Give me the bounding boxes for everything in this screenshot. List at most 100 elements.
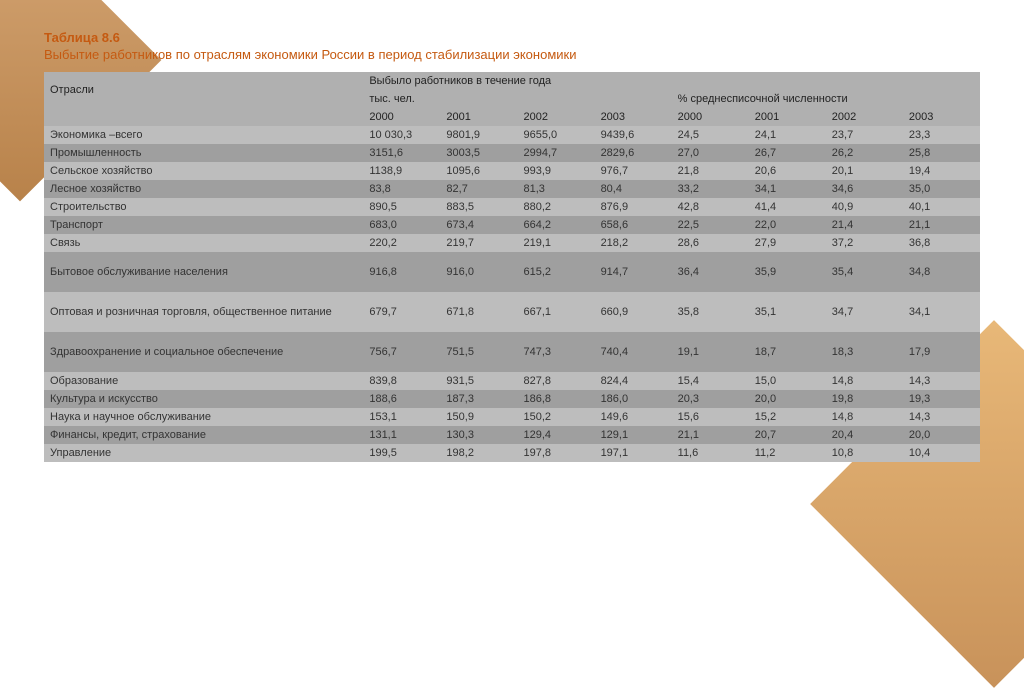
cell-value: 673,4 (440, 216, 517, 234)
cell-value: 20,0 (903, 426, 980, 444)
header-sector: Отрасли (44, 72, 363, 108)
cell-value: 129,1 (595, 426, 672, 444)
cell-value: 14,8 (826, 372, 903, 390)
title-block: Таблица 8.6 Выбытие работников по отрасл… (44, 30, 980, 62)
table-row: Культура и искусство188,6187,3186,8186,0… (44, 390, 980, 408)
cell-value: 827,8 (517, 372, 594, 390)
cell-value: 15,4 (672, 372, 749, 390)
cell-value: 219,1 (517, 234, 594, 252)
cell-value: 34,6 (826, 180, 903, 198)
cell-value: 219,7 (440, 234, 517, 252)
data-table: Отрасли Выбыло работников в течение года… (44, 72, 980, 462)
cell-value: 40,9 (826, 198, 903, 216)
cell-value: 740,4 (595, 332, 672, 372)
cell-value: 186,8 (517, 390, 594, 408)
cell-value: 916,0 (440, 252, 517, 292)
cell-value: 876,9 (595, 198, 672, 216)
cell-sector: Строительство (44, 198, 363, 216)
cell-sector: Оптовая и розничная торговля, общественн… (44, 292, 363, 332)
cell-value: 18,3 (826, 332, 903, 372)
cell-value: 153,1 (363, 408, 440, 426)
cell-value: 20,7 (749, 426, 826, 444)
table-body: Экономика –всего10 030,39801,99655,09439… (44, 126, 980, 462)
cell-value: 19,8 (826, 390, 903, 408)
cell-sector: Здравоохранение и социальное обеспечение (44, 332, 363, 372)
table-row: Здравоохранение и социальное обеспечение… (44, 332, 980, 372)
cell-value: 658,6 (595, 216, 672, 234)
cell-value: 931,5 (440, 372, 517, 390)
cell-value: 21,1 (672, 426, 749, 444)
cell-value: 40,1 (903, 198, 980, 216)
cell-value: 129,4 (517, 426, 594, 444)
cell-sector: Экономика –всего (44, 126, 363, 144)
cell-value: 19,3 (903, 390, 980, 408)
cell-sector: Финансы, кредит, страхование (44, 426, 363, 444)
cell-sector: Бытовое обслуживание населения (44, 252, 363, 292)
header-year: 2003 (903, 108, 980, 126)
table-number: Таблица 8.6 (44, 30, 980, 45)
cell-value: 23,7 (826, 126, 903, 144)
cell-value: 19,4 (903, 162, 980, 180)
cell-value: 198,2 (440, 444, 517, 462)
table-caption: Выбытие работников по отраслям экономики… (44, 47, 980, 62)
cell-value: 1095,6 (440, 162, 517, 180)
cell-value: 150,2 (517, 408, 594, 426)
cell-value: 23,3 (903, 126, 980, 144)
table-row: Промышленность3151,63003,52994,72829,627… (44, 144, 980, 162)
cell-value: 35,0 (903, 180, 980, 198)
cell-value: 27,9 (749, 234, 826, 252)
cell-value: 26,7 (749, 144, 826, 162)
cell-value: 130,3 (440, 426, 517, 444)
cell-value: 22,5 (672, 216, 749, 234)
header-year: 2000 (363, 108, 440, 126)
cell-value: 35,1 (749, 292, 826, 332)
cell-value: 27,0 (672, 144, 749, 162)
cell-sector: Связь (44, 234, 363, 252)
cell-value: 914,7 (595, 252, 672, 292)
slide-content: Таблица 8.6 Выбытие работников по отрасл… (0, 0, 1024, 462)
table-row: Связь220,2219,7219,1218,228,627,937,236,… (44, 234, 980, 252)
cell-value: 81,3 (517, 180, 594, 198)
cell-value: 34,7 (826, 292, 903, 332)
cell-value: 671,8 (440, 292, 517, 332)
cell-value: 890,5 (363, 198, 440, 216)
cell-value: 36,4 (672, 252, 749, 292)
header-group-thousands: тыс. чел. (363, 90, 671, 108)
cell-value: 615,2 (517, 252, 594, 292)
cell-value: 976,7 (595, 162, 672, 180)
table-row: Управление199,5198,2197,8197,111,611,210… (44, 444, 980, 462)
cell-value: 220,2 (363, 234, 440, 252)
cell-value: 25,8 (903, 144, 980, 162)
cell-value: 218,2 (595, 234, 672, 252)
cell-value: 2829,6 (595, 144, 672, 162)
table-row: Бытовое обслуживание населения916,8916,0… (44, 252, 980, 292)
cell-value: 186,0 (595, 390, 672, 408)
table-row: Оптовая и розничная торговля, общественн… (44, 292, 980, 332)
cell-value: 35,8 (672, 292, 749, 332)
cell-value: 26,2 (826, 144, 903, 162)
cell-value: 747,3 (517, 332, 594, 372)
cell-value: 15,2 (749, 408, 826, 426)
table-row: Наука и научное обслуживание153,1150,915… (44, 408, 980, 426)
cell-value: 683,0 (363, 216, 440, 234)
cell-sector: Промышленность (44, 144, 363, 162)
cell-value: 83,8 (363, 180, 440, 198)
cell-value: 11,2 (749, 444, 826, 462)
table-header: Отрасли Выбыло работников в течение года… (44, 72, 980, 126)
header-top: Выбыло работников в течение года (363, 72, 980, 90)
cell-value: 667,1 (517, 292, 594, 332)
cell-value: 15,6 (672, 408, 749, 426)
cell-value: 131,1 (363, 426, 440, 444)
header-year: 2000 (672, 108, 749, 126)
cell-value: 17,9 (903, 332, 980, 372)
cell-value: 24,5 (672, 126, 749, 144)
header-years-row: 2000 2001 2002 2003 2000 2001 2002 2003 (44, 108, 980, 126)
cell-sector: Лесное хозяйство (44, 180, 363, 198)
cell-value: 37,2 (826, 234, 903, 252)
cell-value: 916,8 (363, 252, 440, 292)
cell-value: 197,8 (517, 444, 594, 462)
cell-value: 34,1 (749, 180, 826, 198)
header-year: 2002 (517, 108, 594, 126)
cell-value: 1138,9 (363, 162, 440, 180)
cell-value: 80,4 (595, 180, 672, 198)
